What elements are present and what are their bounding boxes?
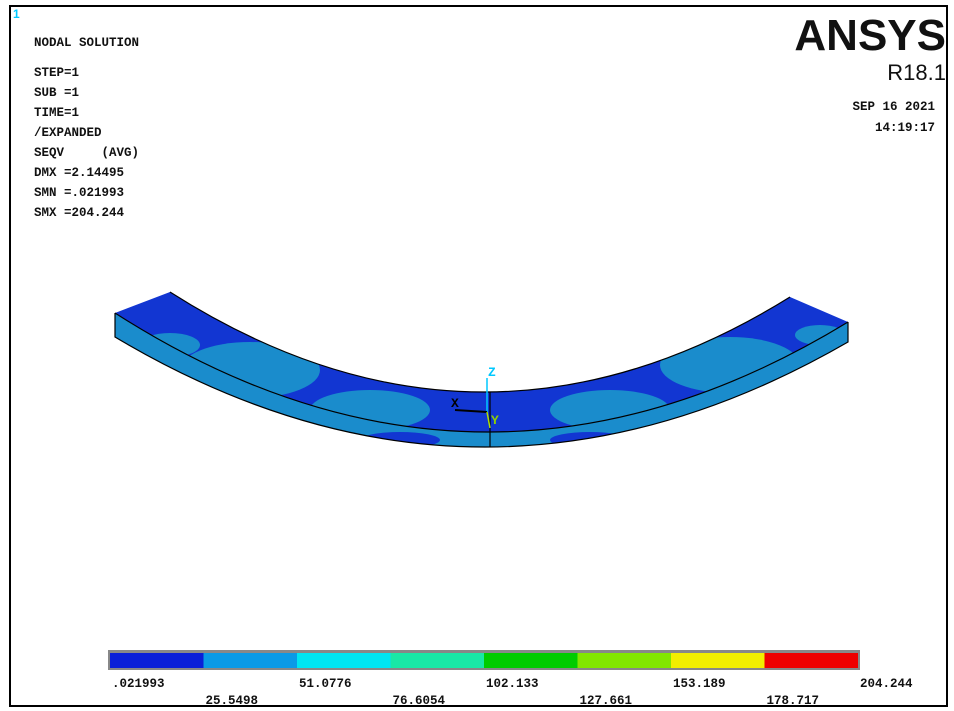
legend-band [204,653,298,668]
legend-band [391,653,485,668]
legend-band [110,653,204,668]
window-number: 1 [13,7,20,21]
legend-label: 51.0776 [299,677,352,691]
page: 1 NODAL SOLUTION STEP=1 SUB =1 TIME=1/EXPAN… [0,0,954,711]
x-label: X [451,396,459,411]
version: R18.1 [887,60,946,85]
legend-label: 25.5498 [206,694,259,708]
legend-label: 76.6054 [393,694,446,708]
info-line: /EXPANDED [34,126,102,140]
z-label: Z [488,365,496,380]
info-line: SEQV (AVG) [34,146,139,160]
legend-label: 153.189 [673,677,726,691]
legend-label: 102.133 [486,677,539,691]
y-label: Y [491,413,499,428]
info-line: SMN =.021993 [34,186,124,200]
legend-band [297,653,391,668]
info-line: SUB =1 [34,86,79,100]
graphics-window: 1 NODAL SOLUTION STEP=1 SUB =1 TIME=1/EXPAN… [0,0,954,711]
info-line: STEP=1 [34,66,79,80]
legend-band [765,653,859,668]
legend-label: .021993 [112,677,165,691]
legend-label: 127.661 [580,694,633,708]
info-line: DMX =2.14495 [34,166,124,180]
legend-band [671,653,765,668]
info-line: SMX =204.244 [34,206,125,220]
brand: ANSYS [794,11,946,60]
legend-label: 178.717 [767,694,820,708]
legend-band [578,653,672,668]
date: SEP 16 2021 [852,100,935,114]
info-line: TIME=1 [34,106,79,120]
info-line: NODAL SOLUTION [34,36,139,50]
legend-label: 204.244 [860,677,913,691]
time: 14:19:17 [875,121,935,135]
legend-band [484,653,578,668]
